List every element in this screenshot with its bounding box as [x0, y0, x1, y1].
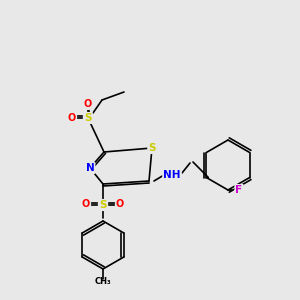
Text: S: S — [148, 143, 156, 153]
Text: O: O — [68, 113, 76, 123]
Text: NH: NH — [163, 170, 181, 180]
Text: O: O — [116, 199, 124, 209]
Text: S: S — [84, 113, 92, 123]
Text: S: S — [99, 200, 107, 210]
Text: O: O — [82, 199, 90, 209]
Text: CH₃: CH₃ — [95, 278, 111, 286]
Text: N: N — [85, 163, 94, 173]
Text: F: F — [236, 185, 243, 195]
Text: O: O — [84, 99, 92, 109]
